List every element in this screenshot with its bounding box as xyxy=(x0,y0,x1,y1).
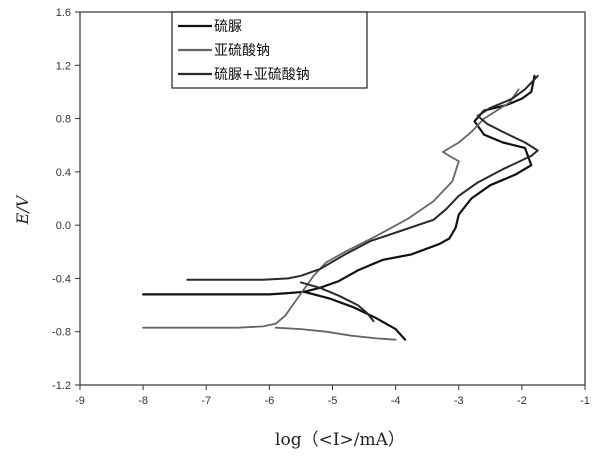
y-tick-label: 1.2 xyxy=(56,60,71,72)
x-tick-label: -9 xyxy=(75,395,85,407)
legend-label: 亚硫酸钠 xyxy=(214,43,270,59)
series-line-3 xyxy=(303,290,407,341)
y-tick-label: 0.8 xyxy=(56,114,71,126)
legend-label: 硫脲+亚硫酸钠 xyxy=(214,67,310,83)
series-lines xyxy=(142,74,539,341)
y-tick-label: -0.4 xyxy=(52,273,71,285)
y-axis-label: E/V xyxy=(13,194,32,225)
series-line-4 xyxy=(274,326,397,341)
y-tick-label: 0.4 xyxy=(56,167,71,179)
x-tick-label: -1 xyxy=(580,395,590,407)
axis-ticks: -9 -8 -7 -6 -5 -4 -3 -2 -1 -1.2 -0.8 -0.4 0.0 0.4 0.8 1… xyxy=(52,7,590,407)
series-line-5 xyxy=(299,281,375,323)
x-tick-label: -3 xyxy=(454,395,464,407)
y-tick-label: -0.8 xyxy=(52,327,71,339)
legend-label: 硫脲 xyxy=(214,19,242,35)
x-tick-label: -4 xyxy=(391,395,401,407)
x-tick-label: -2 xyxy=(517,395,527,407)
x-tick-label: -8 xyxy=(138,395,148,407)
x-tick-label: -6 xyxy=(264,395,274,407)
series-line-2 xyxy=(186,74,539,281)
y-tick-label: -1.2 xyxy=(52,380,71,392)
x-tick-label: -7 xyxy=(201,395,211,407)
y-tick-label: 1.6 xyxy=(56,7,71,19)
y-tick-label: 0.0 xyxy=(56,220,71,232)
x-axis-label: log（<I>/mA） xyxy=(275,430,405,450)
series-line-0 xyxy=(142,74,536,296)
series-line-1 xyxy=(142,88,520,329)
x-tick-label: -5 xyxy=(328,395,338,407)
